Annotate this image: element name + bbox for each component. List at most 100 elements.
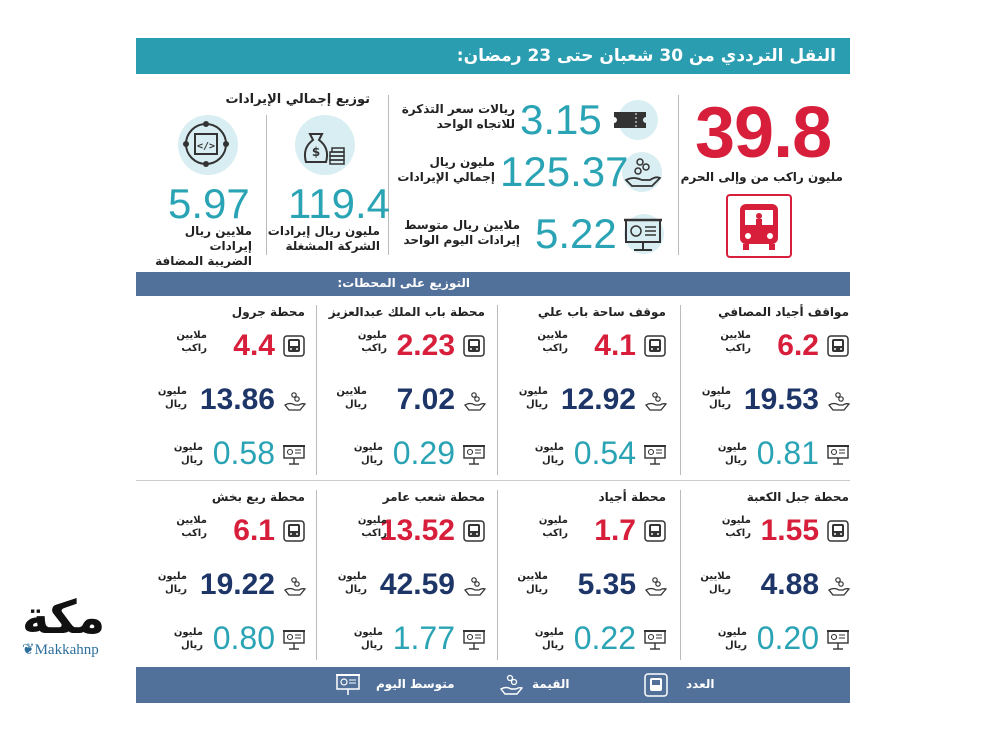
bus-icon — [283, 520, 305, 542]
money-hand-icon — [827, 574, 851, 596]
station-daily-average-unit: مليون ريال — [514, 626, 564, 652]
unit-line: ريال — [709, 399, 731, 410]
station-card: محطة شعب عامر 13.52 مليون راكب 42.59 مليون ريا… — [321, 490, 491, 660]
money-hand-icon — [644, 389, 668, 411]
station-daily-average-value: 0.80 — [212, 620, 275, 656]
station-passengers-unit: ملايين راكب — [147, 514, 207, 540]
unit-line: ملايين — [700, 571, 731, 582]
station-revenue-value: 19.53 — [743, 383, 819, 416]
money-hand-icon — [644, 574, 668, 596]
station-name: مواقف أجياد المصافي — [718, 305, 849, 319]
bus-icon — [644, 520, 666, 542]
money-hand-icon — [620, 150, 664, 194]
station-passengers-value: 2.23 — [396, 329, 455, 362]
unit-line: راكب — [361, 343, 387, 354]
unit-line: ريال — [165, 584, 187, 595]
legend-bar: العدد القيمة متوسط اليوم — [136, 667, 850, 703]
divider — [497, 305, 498, 475]
divider — [316, 490, 317, 660]
svg-text:$: $ — [312, 145, 320, 159]
station-daily-average-value: 0.29 — [392, 435, 455, 471]
station-daily-average-value: 0.20 — [756, 620, 819, 656]
unit-line: ريال — [345, 584, 367, 595]
bus-icon — [463, 520, 485, 542]
svg-text:</>: </> — [197, 141, 215, 152]
station-revenue-unit: مليون ريال — [137, 385, 187, 411]
station-passengers-value: 1.55 — [760, 514, 819, 547]
unit-line: ريال — [725, 640, 747, 651]
unit-line: ريال — [345, 399, 367, 410]
station-name: محطة جرول — [231, 305, 305, 319]
unit-line: مليون — [534, 442, 564, 453]
bus-icon — [463, 335, 485, 357]
money-hand-icon — [283, 389, 307, 411]
unit-line: مليون — [357, 330, 387, 341]
ticket-price-label: ريالات سعر التذكرة للاتجاه الواحد — [401, 102, 515, 131]
station-card: محطة جبل الكعبة 1.55 مليون راكب 4.88 ملايين ري… — [685, 490, 855, 660]
money-hand-icon — [283, 574, 307, 596]
company-revenue-value: 119.4 — [288, 180, 390, 227]
stations-heading-bar: التوزيع على المحطات: — [136, 272, 850, 296]
station-revenue-unit: ملايين ريال — [681, 570, 731, 596]
station-passengers-value: 13.52 — [379, 514, 455, 547]
unit-line: راكب — [542, 343, 568, 354]
money-hand-icon — [463, 389, 487, 411]
daily-average-label: ملايين ريال متوسط إيرادات اليوم الواحد — [403, 218, 520, 247]
unit-line: مليون — [701, 386, 731, 397]
unit-line: راكب — [725, 343, 751, 354]
station-daily-average-value: 1.77 — [392, 620, 455, 656]
presentation-board-icon — [825, 443, 851, 465]
station-passengers-unit: مليون راكب — [327, 329, 387, 355]
bus-icon — [726, 194, 792, 258]
station-passengers-unit: ملايين راكب — [508, 329, 568, 355]
unit-line: مليون — [534, 627, 564, 638]
unit-line: ملايين — [176, 330, 207, 341]
revenue-heading: توزيع إجمالي الإيرادات — [225, 92, 370, 107]
station-daily-average-unit: مليون ريال — [153, 441, 203, 467]
legend-count-label: العدد — [686, 677, 715, 691]
station-name: موقف ساحة باب علي — [537, 305, 666, 319]
code-gear-icon: </> — [170, 112, 240, 178]
station-revenue-value: 7.02 — [396, 383, 455, 416]
station-revenue-value: 13.86 — [199, 383, 275, 416]
station-passengers-unit: مليون راكب — [508, 514, 568, 540]
unit-line: مليون — [353, 627, 383, 638]
presentation-board-icon — [281, 443, 307, 465]
station-daily-average-value: 0.54 — [573, 435, 636, 471]
unit-line: مليون — [721, 515, 751, 526]
presentation-board-icon — [618, 210, 668, 258]
station-card: موقف ساحة باب علي 4.1 ملايين راكب 12.92 مليون… — [502, 305, 672, 475]
legend-money-hand-icon — [498, 671, 524, 697]
station-daily-average-unit: مليون ريال — [333, 441, 383, 467]
ticket-icon — [600, 96, 660, 144]
station-revenue-value: 12.92 — [560, 383, 636, 416]
total-revenue-value: 125.37 — [500, 148, 629, 195]
station-revenue-value: 42.59 — [379, 568, 455, 601]
legend-bus-icon — [644, 673, 668, 697]
station-name: محطة باب الملك عبدالعزيز — [328, 305, 485, 319]
unit-line: مليون — [538, 515, 568, 526]
money-hand-icon — [827, 389, 851, 411]
unit-line: راكب — [181, 343, 207, 354]
station-card: محطة جرول 4.4 ملايين راكب 13.86 مليون ريال 0.58… — [141, 305, 311, 475]
vat-revenue-label: ملايين ريال إيرادات الضريبة المضافة — [155, 224, 252, 268]
station-revenue-value: 5.35 — [577, 568, 636, 601]
presentation-board-icon — [642, 443, 668, 465]
unit-line: راكب — [542, 528, 568, 539]
unit-line: ملايين — [537, 330, 568, 341]
total-passengers-label: مليون راكب من وإلى الحرم — [680, 170, 843, 184]
station-passengers-value: 6.1 — [233, 514, 275, 547]
station-passengers-value: 4.4 — [233, 329, 275, 362]
station-passengers-value: 6.2 — [777, 329, 819, 362]
station-passengers-value: 1.7 — [594, 514, 636, 547]
unit-line: ملايين — [517, 571, 548, 582]
unit-line: مليون — [337, 571, 367, 582]
station-revenue-value: 4.88 — [760, 568, 819, 601]
divider — [388, 95, 389, 255]
bus-icon — [827, 335, 849, 357]
station-revenue-value: 19.22 — [199, 568, 275, 601]
logo-english: ❦Makkahnp — [22, 642, 99, 658]
divider — [316, 305, 317, 475]
station-revenue-unit: ملايين ريال — [498, 570, 548, 596]
presentation-board-icon — [461, 443, 487, 465]
